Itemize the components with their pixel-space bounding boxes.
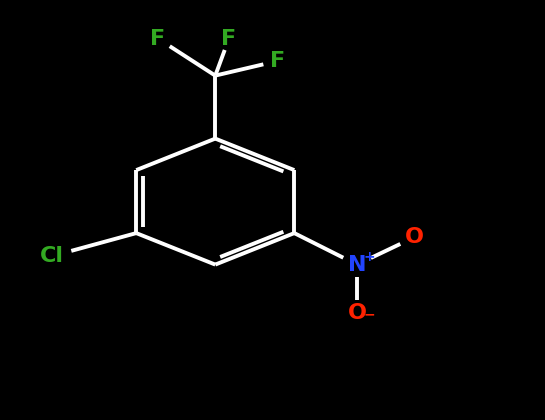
Text: O: O: [348, 303, 366, 323]
Text: F: F: [270, 51, 286, 71]
Text: +: +: [363, 250, 375, 264]
Text: F: F: [150, 29, 166, 49]
Text: Cl: Cl: [40, 246, 64, 266]
Text: O: O: [405, 227, 423, 247]
Text: N: N: [348, 255, 366, 275]
Text: −: −: [363, 307, 375, 321]
Text: F: F: [221, 29, 237, 49]
